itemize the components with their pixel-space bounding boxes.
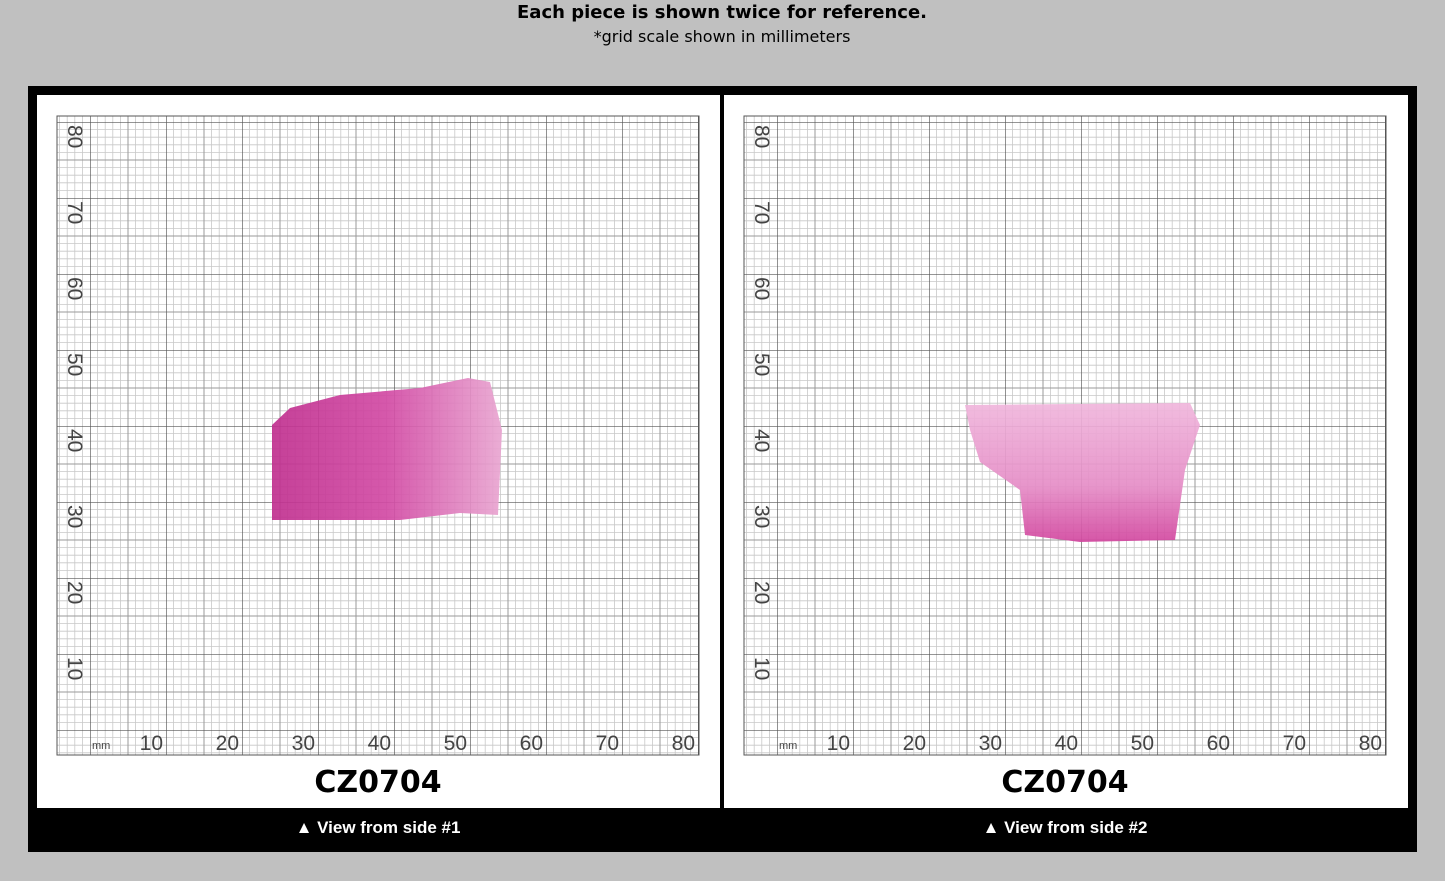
y-tick-label: 80	[63, 125, 86, 148]
x-tick-label: 80	[1359, 732, 1382, 755]
title: Each piece is shown twice for reference.	[517, 2, 927, 23]
y-tick-label: 50	[750, 353, 773, 376]
y-tick-label: 50	[63, 353, 86, 376]
y-tick-label: 40	[750, 429, 773, 452]
y-tick-label: 30	[63, 505, 86, 528]
x-tick-label: 60	[1207, 732, 1230, 755]
y-tick-label: 80	[750, 125, 773, 148]
x-tick-label: 10	[827, 732, 850, 755]
x-tick-label: 30	[979, 732, 1002, 755]
y-tick-label: 20	[750, 581, 773, 604]
y-tick-label: 40	[63, 429, 86, 452]
y-tick-label: 10	[750, 657, 773, 680]
x-tick-label: 30	[292, 732, 315, 755]
unit-label: mm	[779, 740, 797, 752]
product-code: CZ0704	[1001, 765, 1128, 800]
grid	[56, 115, 700, 756]
x-tick-label: 70	[1283, 732, 1306, 755]
x-tick-label: 60	[520, 732, 543, 755]
x-tick-label: 50	[444, 732, 467, 755]
y-tick-label: 30	[750, 505, 773, 528]
y-tick-label: 20	[63, 581, 86, 604]
gem-photo	[965, 403, 1200, 542]
y-tick-label: 60	[750, 277, 773, 300]
x-tick-label: 80	[672, 732, 695, 755]
subtitle: *grid scale shown in millimeters	[594, 27, 851, 46]
x-tick-label: 20	[216, 732, 239, 755]
view-caption: ▲ View from side #1	[296, 818, 461, 837]
x-tick-label: 50	[1131, 732, 1154, 755]
gem-photo	[272, 378, 502, 520]
x-tick-label: 40	[1055, 732, 1078, 755]
y-tick-label: 60	[63, 277, 86, 300]
y-tick-label: 70	[750, 201, 773, 224]
view-caption: ▲ View from side #2	[983, 818, 1148, 837]
x-tick-label: 10	[140, 732, 163, 755]
y-tick-label: 10	[63, 657, 86, 680]
y-tick-label: 70	[63, 201, 86, 224]
x-tick-label: 20	[903, 732, 926, 755]
x-tick-label: 70	[596, 732, 619, 755]
unit-label: mm	[92, 740, 110, 752]
x-tick-label: 40	[368, 732, 391, 755]
product-code: CZ0704	[314, 765, 441, 800]
